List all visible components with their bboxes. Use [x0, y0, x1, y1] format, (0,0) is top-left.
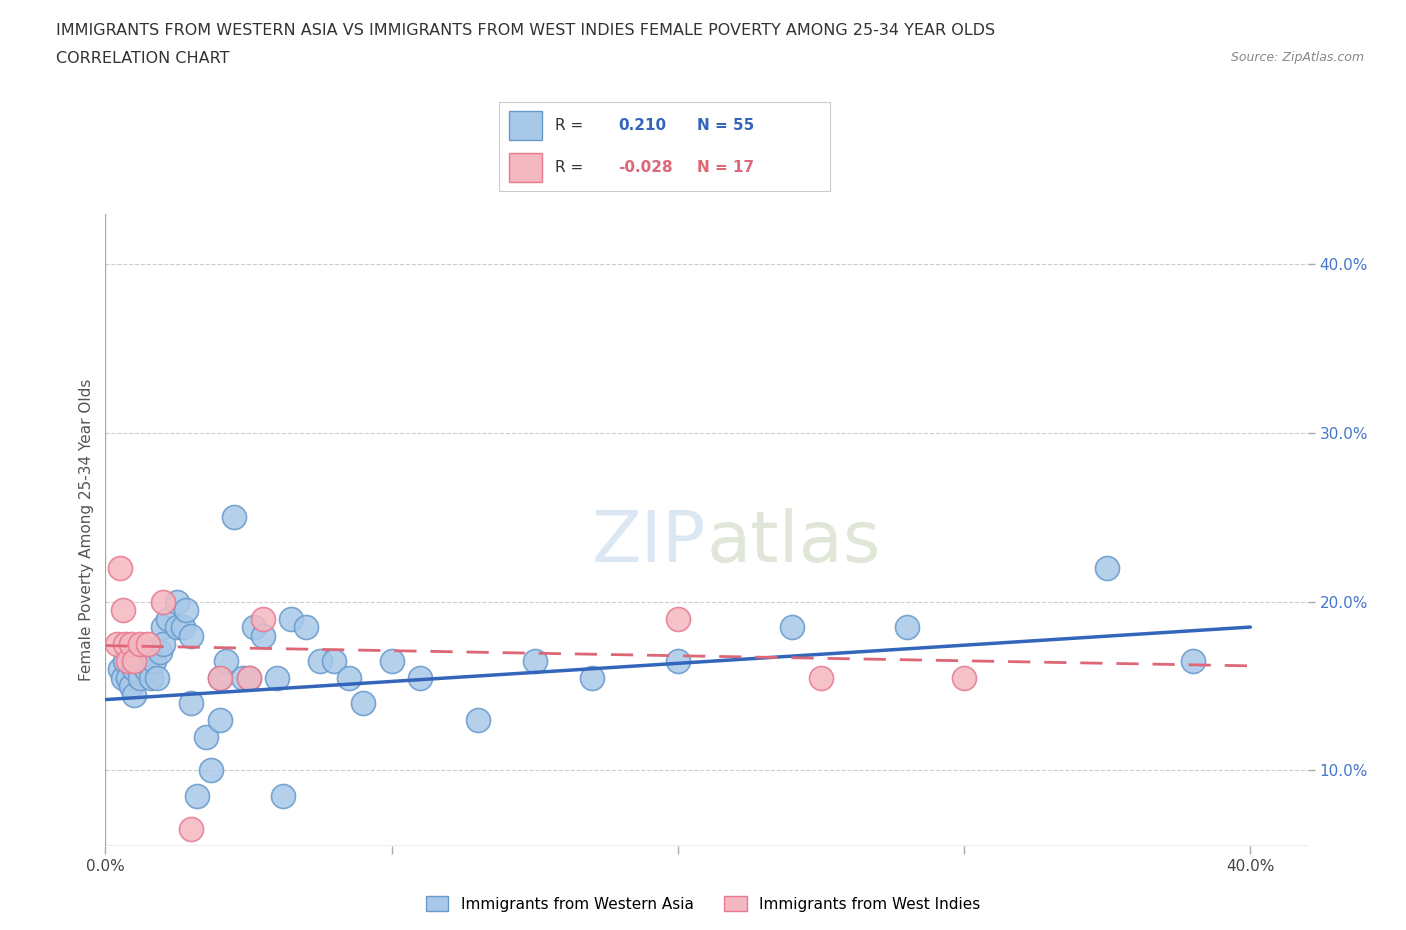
Point	[135, 662, 157, 677]
Point	[180, 822, 202, 837]
Point	[337, 671, 360, 685]
Point	[122, 644, 145, 659]
Text: ZIP: ZIP	[592, 509, 707, 578]
Point	[128, 671, 150, 685]
Point	[810, 671, 832, 685]
Text: -0.028: -0.028	[619, 160, 672, 175]
Point	[180, 628, 202, 643]
Point	[131, 654, 153, 669]
Point	[122, 662, 145, 677]
Text: N = 17: N = 17	[697, 160, 755, 175]
Point	[186, 789, 208, 804]
Legend: Immigrants from Western Asia, Immigrants from West Indies: Immigrants from Western Asia, Immigrants…	[419, 889, 987, 918]
Point	[120, 679, 142, 694]
Point	[152, 594, 174, 609]
Point	[166, 594, 188, 609]
Point	[172, 619, 194, 634]
Point	[280, 611, 302, 626]
Point	[114, 654, 136, 669]
Point	[146, 671, 169, 685]
Point	[117, 654, 139, 669]
Text: Source: ZipAtlas.com: Source: ZipAtlas.com	[1230, 51, 1364, 64]
Point	[141, 671, 163, 685]
Point	[232, 671, 254, 685]
Point	[581, 671, 603, 685]
Point	[122, 687, 145, 702]
Point	[138, 654, 160, 669]
Point	[149, 644, 172, 659]
Point	[1182, 654, 1205, 669]
Bar	[509, 112, 543, 140]
Point	[252, 628, 274, 643]
Point	[111, 603, 134, 618]
Text: 0.210: 0.210	[619, 118, 666, 133]
Point	[117, 671, 139, 685]
Point	[200, 763, 222, 777]
Text: R =: R =	[555, 118, 583, 133]
Point	[309, 654, 332, 669]
Point	[238, 671, 260, 685]
Point	[194, 729, 217, 744]
Text: R =: R =	[555, 160, 583, 175]
Y-axis label: Female Poverty Among 25-34 Year Olds: Female Poverty Among 25-34 Year Olds	[79, 379, 94, 682]
Point	[114, 636, 136, 651]
Point	[266, 671, 288, 685]
Text: atlas: atlas	[707, 509, 882, 578]
Text: N = 55: N = 55	[697, 118, 755, 133]
Point	[208, 671, 231, 685]
Point	[782, 619, 804, 634]
Point	[120, 636, 142, 651]
Point	[152, 619, 174, 634]
Point	[243, 619, 266, 634]
Point	[208, 671, 231, 685]
Point	[323, 654, 346, 669]
Point	[896, 619, 918, 634]
Bar	[509, 153, 543, 182]
Point	[180, 696, 202, 711]
Point	[105, 636, 128, 651]
Point	[138, 636, 160, 651]
Point	[666, 654, 689, 669]
Point	[122, 654, 145, 669]
Point	[666, 611, 689, 626]
Point	[128, 636, 150, 651]
Point	[166, 619, 188, 634]
Point	[953, 671, 976, 685]
Point	[138, 644, 160, 659]
Point	[152, 636, 174, 651]
Point	[174, 603, 197, 618]
Point	[295, 619, 318, 634]
Point	[381, 654, 404, 669]
Point	[208, 712, 231, 727]
Point	[409, 671, 432, 685]
Text: IMMIGRANTS FROM WESTERN ASIA VS IMMIGRANTS FROM WEST INDIES FEMALE POVERTY AMONG: IMMIGRANTS FROM WESTERN ASIA VS IMMIGRAN…	[56, 23, 995, 38]
Point	[252, 611, 274, 626]
Point	[214, 654, 236, 669]
Point	[108, 662, 131, 677]
Point	[143, 654, 166, 669]
Point	[111, 671, 134, 685]
Point	[1095, 561, 1118, 576]
Point	[157, 611, 180, 626]
Point	[523, 654, 546, 669]
Point	[352, 696, 374, 711]
Point	[467, 712, 489, 727]
Point	[108, 561, 131, 576]
Point	[238, 671, 260, 685]
Text: CORRELATION CHART: CORRELATION CHART	[56, 51, 229, 66]
Point	[271, 789, 294, 804]
Point	[224, 510, 246, 525]
